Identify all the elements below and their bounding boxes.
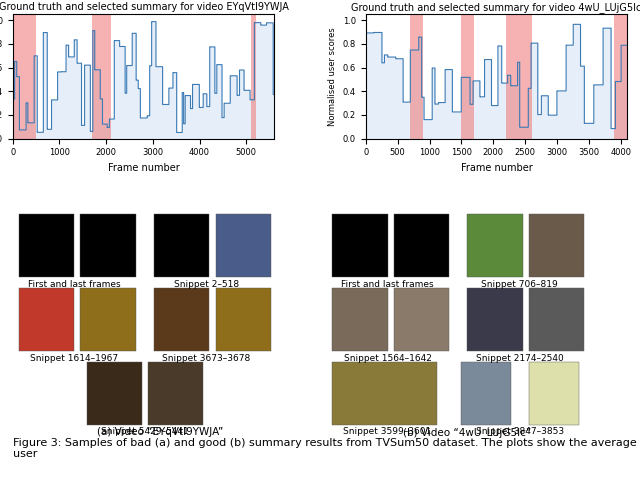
Bar [461,14,474,139]
Bar [506,14,532,139]
FancyBboxPatch shape [467,214,523,277]
Text: Snippet 3847–3853: Snippet 3847–3853 [476,427,564,436]
FancyBboxPatch shape [216,288,271,351]
FancyBboxPatch shape [461,362,511,424]
FancyBboxPatch shape [394,214,449,277]
FancyBboxPatch shape [154,214,209,277]
Text: First and last frames: First and last frames [28,280,120,289]
X-axis label: Frame number: Frame number [461,163,532,173]
Bar [92,14,111,139]
FancyBboxPatch shape [394,288,449,351]
Text: Figure 3: Samples of bad (a) and good (b) summary results from TVSum50 dataset. : Figure 3: Samples of bad (a) and good (b… [13,438,637,459]
Text: (b) Video “4wU_LUjG5Ic”: (b) Video “4wU_LUjG5Ic” [403,427,531,438]
FancyBboxPatch shape [19,214,74,277]
FancyBboxPatch shape [529,362,579,424]
Text: Snippet 1614–1967: Snippet 1614–1967 [30,354,118,362]
Text: Snippet 2174–2540: Snippet 2174–2540 [476,354,564,362]
FancyBboxPatch shape [529,214,584,277]
Text: Snippet 5429–5441: Snippet 5429–5441 [101,427,189,436]
Bar [251,14,255,139]
FancyBboxPatch shape [148,362,204,424]
Text: Snippet 2–518: Snippet 2–518 [174,280,239,289]
Bar [22,14,36,139]
FancyBboxPatch shape [332,214,388,277]
FancyBboxPatch shape [467,288,523,351]
FancyBboxPatch shape [86,362,142,424]
Text: Snippet 1564–1642: Snippet 1564–1642 [344,354,431,362]
X-axis label: Frame number: Frame number [108,163,179,173]
Text: Snippet 3673–3678: Snippet 3673–3678 [162,354,250,362]
FancyBboxPatch shape [332,362,437,424]
FancyBboxPatch shape [154,288,209,351]
FancyBboxPatch shape [19,288,74,351]
Title: Ground truth and selected summary for video 4wU_LUjG5Ic: Ground truth and selected summary for vi… [351,2,640,13]
FancyBboxPatch shape [81,214,136,277]
FancyBboxPatch shape [81,288,136,351]
Bar [13,14,22,139]
Text: (a) Video “EYqVtI9YWJA”: (a) Video “EYqVtI9YWJA” [97,427,223,437]
Text: Snippet 3599–3601: Snippet 3599–3601 [344,427,432,436]
Y-axis label: Normalised user scores: Normalised user scores [328,27,337,126]
Text: Snippet 706–819: Snippet 706–819 [481,280,558,289]
Bar [410,14,423,139]
Title: Ground truth and selected summary for video EYqVtI9YWJA: Ground truth and selected summary for vi… [0,2,289,12]
Text: First and last frames: First and last frames [341,280,434,289]
FancyBboxPatch shape [529,288,584,351]
FancyBboxPatch shape [332,288,388,351]
Bar [614,14,627,139]
FancyBboxPatch shape [216,214,271,277]
